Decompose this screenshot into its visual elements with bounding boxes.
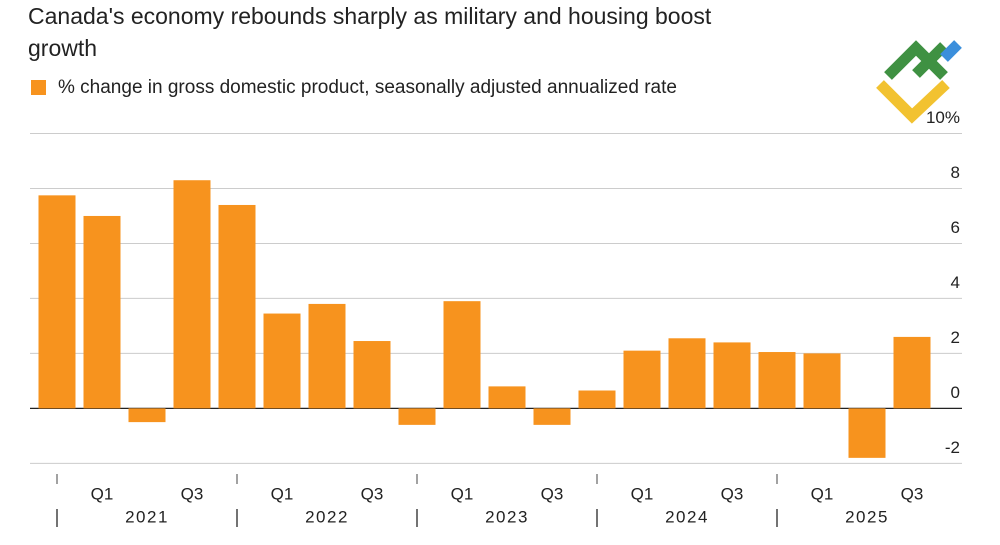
x-tick-label: Q1 (631, 484, 654, 503)
bar (848, 408, 886, 458)
bar (38, 195, 76, 409)
y-tick-label: 8 (951, 163, 960, 182)
bar (488, 386, 526, 409)
y-tick-label: 0 (951, 383, 960, 402)
year-label: 2022 (305, 507, 349, 526)
x-tick-label: Q3 (541, 484, 564, 503)
chart-title-line1: Canada's economy rebounds sharply as mil… (28, 3, 712, 61)
bar (263, 313, 301, 409)
bar (578, 390, 616, 409)
year-label: 2021 (125, 507, 169, 526)
y-tick-label: 2 (951, 328, 960, 347)
x-tick-label: Q3 (361, 484, 384, 503)
x-tick-label: Q1 (451, 484, 474, 503)
bar (758, 352, 796, 409)
x-tick-label: Q3 (721, 484, 744, 503)
bar (443, 301, 481, 409)
x-tick-label: Q1 (811, 484, 834, 503)
year-label: 2024 (665, 507, 709, 526)
bar (353, 341, 391, 409)
x-tick-label: Q1 (91, 484, 114, 503)
y-tick-label: 4 (951, 273, 960, 292)
x-tick-label: Q1 (271, 484, 294, 503)
y-tick-label: -2 (945, 438, 960, 457)
legend-swatch (31, 80, 46, 95)
legend-label: % change in gross domestic product, seas… (58, 77, 677, 98)
bar (218, 204, 256, 409)
bar (398, 408, 436, 425)
bar (128, 408, 166, 423)
bar (623, 350, 661, 409)
bar (308, 303, 346, 409)
y-tick-label: 10% (926, 108, 960, 127)
year-label: 2025 (845, 507, 889, 526)
bar (533, 408, 571, 425)
x-tick-label: Q3 (181, 484, 204, 503)
bar (83, 215, 121, 409)
x-tick-label: Q3 (901, 484, 924, 503)
bar (893, 336, 931, 409)
bar (668, 338, 706, 409)
logo (876, 40, 962, 124)
bar (713, 342, 751, 409)
bar (803, 353, 841, 409)
year-label: 2023 (485, 507, 529, 526)
y-tick-label: 6 (951, 218, 960, 237)
bar (173, 180, 211, 409)
